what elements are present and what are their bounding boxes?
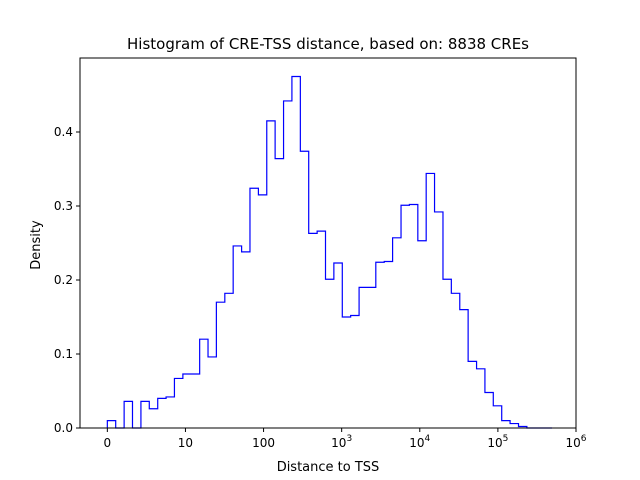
x-tick-label: 103 <box>331 434 352 450</box>
x-tick-label: 104 <box>409 434 430 450</box>
y-axis-label: Density <box>29 220 44 270</box>
x-axis-label: Distance to TSS <box>277 460 380 475</box>
plot-frame <box>79 57 577 429</box>
x-tick-label: 100 <box>252 436 275 450</box>
chart-title: Histogram of CRE-TSS distance, based on:… <box>127 35 529 53</box>
y-tick-label: 0.2 <box>54 273 73 287</box>
x-tick-label: 105 <box>487 434 508 450</box>
y-tick-label: 0.1 <box>54 347 73 361</box>
x-tick-label: 106 <box>565 434 586 450</box>
plot-area: 0 10 100 103 104 105 106 0.0 0.1 0.2 0.3 0.4 <box>54 57 587 450</box>
histogram-step-line <box>106 75 553 429</box>
y-tick-label: 0.0 <box>54 421 73 435</box>
x-tick-label: 0 <box>104 436 112 450</box>
x-tick-label: 10 <box>178 436 193 450</box>
y-tick-label: 0.3 <box>54 199 73 213</box>
y-tick-label: 0.4 <box>54 125 73 139</box>
